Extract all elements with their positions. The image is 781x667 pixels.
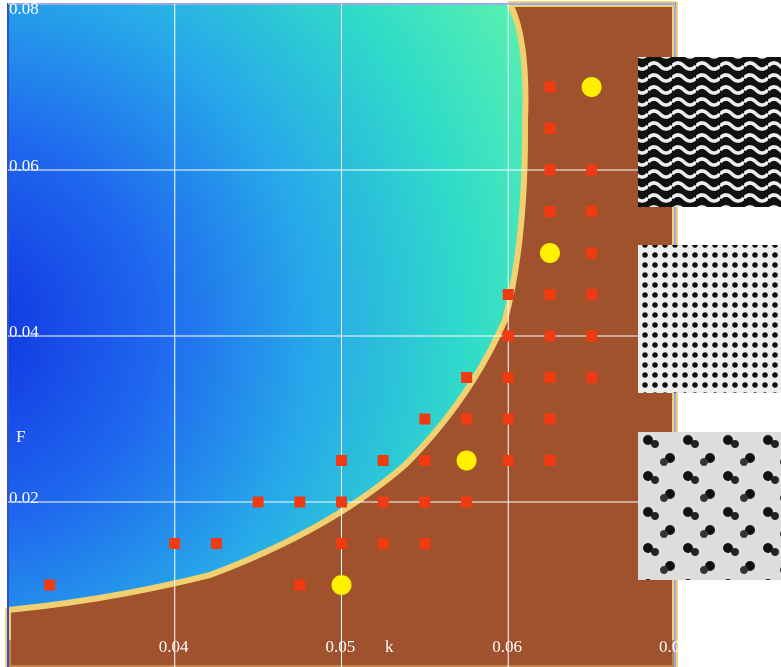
square-marker: [544, 331, 555, 342]
square-marker: [336, 538, 347, 549]
x-tick-label: 0.04: [159, 637, 189, 656]
x-tick-label: 0.06: [492, 637, 522, 656]
x-tick-label: 0.05: [326, 637, 356, 656]
square-marker: [211, 538, 222, 549]
square-marker: [586, 289, 597, 300]
square-marker: [586, 165, 597, 176]
pattern-thumbnail: [638, 57, 781, 207]
square-marker: [336, 497, 347, 508]
square-marker: [419, 497, 430, 508]
square-marker: [586, 248, 597, 259]
square-marker: [544, 455, 555, 466]
circle-marker: [457, 451, 477, 471]
square-marker: [544, 372, 555, 383]
y-axis-label: F: [16, 427, 25, 446]
square-marker: [503, 289, 514, 300]
square-marker: [544, 414, 555, 425]
y-tick-label: 0.06: [9, 156, 39, 175]
square-marker: [294, 497, 305, 508]
square-marker: [503, 331, 514, 342]
square-marker: [378, 538, 389, 549]
square-marker: [503, 372, 514, 383]
square-marker: [586, 372, 597, 383]
square-marker: [544, 165, 555, 176]
square-marker: [169, 538, 180, 549]
square-marker: [544, 206, 555, 217]
x-axis-label: k: [385, 637, 394, 656]
square-marker: [544, 123, 555, 134]
square-marker: [378, 497, 389, 508]
square-marker: [378, 455, 389, 466]
x-tick-label: 0.07: [659, 637, 689, 656]
pattern-thumbnail: [638, 432, 781, 580]
circle-marker: [540, 243, 560, 263]
square-marker: [586, 331, 597, 342]
square-marker: [253, 497, 264, 508]
chart: k F 0.04 0.05 0.06 0.07 0.02 0.04 0.06 0.08: [0, 0, 781, 667]
square-marker: [461, 497, 472, 508]
square-marker: [419, 455, 430, 466]
square-marker: [461, 372, 472, 383]
y-tick-label: 0.04: [9, 322, 39, 341]
square-marker: [544, 82, 555, 93]
square-marker: [419, 414, 430, 425]
square-marker: [586, 206, 597, 217]
y-tick-label: 0.02: [9, 488, 39, 507]
square-marker: [336, 455, 347, 466]
pattern-thumbnail: [638, 245, 781, 393]
square-marker: [44, 580, 55, 591]
square-marker: [503, 414, 514, 425]
square-marker: [544, 289, 555, 300]
square-marker: [419, 538, 430, 549]
square-marker: [294, 580, 305, 591]
square-marker: [503, 455, 514, 466]
square-marker: [461, 414, 472, 425]
circle-marker: [582, 77, 602, 97]
circle-marker: [332, 575, 352, 595]
y-tick-label: 0.08: [9, 0, 39, 18]
